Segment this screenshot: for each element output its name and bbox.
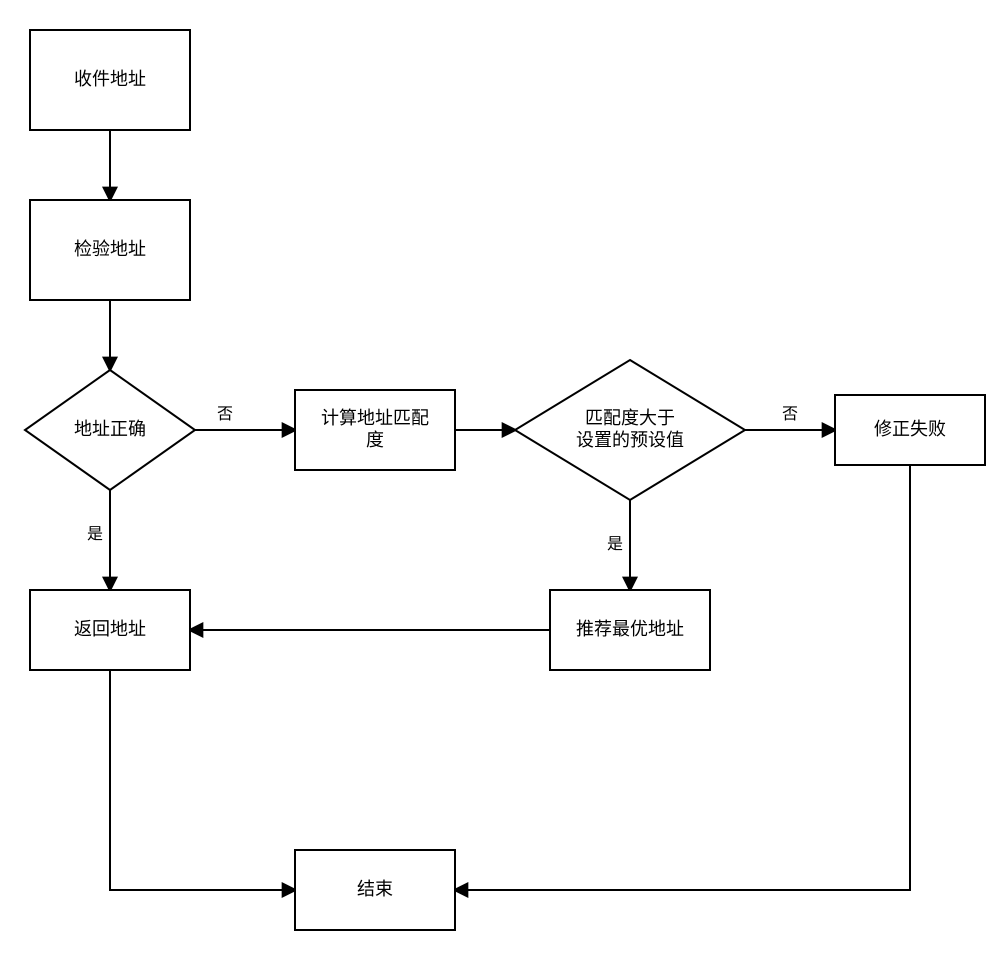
edge-n6-n9 xyxy=(455,465,910,890)
node-n1: 收件地址 xyxy=(30,30,190,130)
node-n2: 检验地址 xyxy=(30,200,190,300)
node-n5: 匹配度大于设置的预设值 xyxy=(515,360,745,500)
node-label-n5-line0: 匹配度大于 xyxy=(585,408,675,428)
node-label-n2: 检验地址 xyxy=(74,239,146,259)
edge-label-n5-n6: 否 xyxy=(782,406,798,423)
node-label-n7: 返回地址 xyxy=(74,619,146,639)
edge-n7-n9 xyxy=(110,670,295,890)
node-label-n6: 修正失败 xyxy=(874,419,946,439)
flowchart-canvas: 收件地址检验地址地址正确计算地址匹配度匹配度大于设置的预设值修正失败返回地址推荐… xyxy=(0,0,1000,965)
node-label-n1: 收件地址 xyxy=(74,69,146,89)
node-label-n9: 结束 xyxy=(357,879,393,899)
node-n9: 结束 xyxy=(295,850,455,930)
node-label-n4-line0: 计算地址匹配 xyxy=(321,408,429,428)
edge-label-n5-n8: 是 xyxy=(607,536,623,553)
edge-label-n3-n7: 是 xyxy=(87,526,103,543)
node-n3: 地址正确 xyxy=(25,370,195,490)
node-n7: 返回地址 xyxy=(30,590,190,670)
node-n8: 推荐最优地址 xyxy=(550,590,710,670)
node-label-n3: 地址正确 xyxy=(74,419,146,439)
node-label-n8: 推荐最优地址 xyxy=(576,619,684,639)
node-label-n5-line1: 设置的预设值 xyxy=(576,430,684,450)
edge-label-n3-n4: 否 xyxy=(217,406,233,423)
node-n6: 修正失败 xyxy=(835,395,985,465)
node-n4: 计算地址匹配度 xyxy=(295,390,455,470)
node-label-n4-line1: 度 xyxy=(366,430,384,450)
